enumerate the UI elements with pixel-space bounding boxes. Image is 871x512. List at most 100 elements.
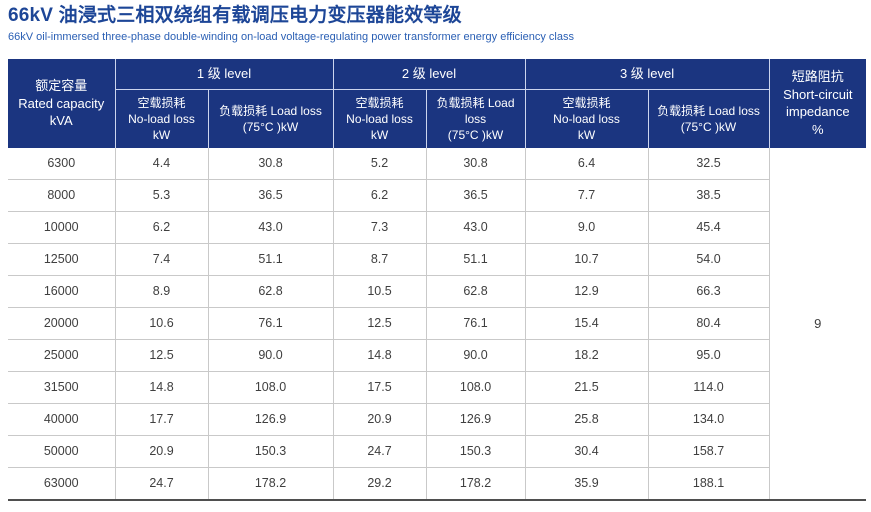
page-subtitle: 66kV oil-immersed three-phase double-win… — [8, 30, 574, 43]
value-cell: 25.8 — [524, 403, 649, 436]
value-cell: 14.8 — [114, 371, 208, 404]
capacity-cell: 10000 — [8, 211, 115, 244]
value-cell: 4.4 — [114, 147, 208, 180]
value-cell: 5.2 — [332, 147, 427, 180]
value-cell: 126.9 — [425, 403, 526, 436]
value-cell: 17.7 — [114, 403, 208, 436]
value-cell: 134.0 — [647, 403, 770, 436]
capacity-cell: 12500 — [8, 243, 115, 276]
efficiency-table: 额定容量 Rated capacity kVA 1 级 level 2 级 le… — [8, 58, 867, 501]
value-cell: 10.5 — [332, 275, 427, 308]
value-cell: 7.3 — [332, 211, 427, 244]
value-cell: 43.0 — [425, 211, 526, 244]
header-l2-load-loss: 负载损耗 Load loss (75°C )kW — [425, 89, 526, 148]
value-cell: 20.9 — [332, 403, 427, 436]
table-row: 6300 4.4 30.8 5.2 30.8 6.4 32.5 9 — [8, 147, 867, 500]
value-cell: 90.0 — [425, 339, 526, 372]
capacity-cell: 31500 — [8, 371, 115, 404]
header-l1-no-load-loss: 空载损耗 No-load loss kW — [114, 89, 208, 148]
capacity-cell: 20000 — [8, 307, 115, 340]
table-row: 16000 8.9 62.8 10.5 62.8 12.9 66.3 — [8, 275, 866, 308]
header-l2-no-load-loss: 空载损耗 No-load loss kW — [332, 89, 427, 148]
table-row: 20000 10.6 76.1 12.5 76.1 15.4 80.4 — [8, 307, 866, 340]
value-cell: 80.4 — [647, 307, 770, 340]
page-title: 66kV 油浸式三相双绕组有载调压电力变压器能效等级 — [8, 5, 462, 26]
table-row: 40000 17.7 126.9 20.9 126.9 25.8 134.0 — [8, 403, 866, 436]
table-row: 50000 20.9 150.3 24.7 150.3 30.4 158.7 — [8, 435, 866, 468]
table-row: 63000 24.7 178.2 29.2 178.2 35.9 188.1 — [8, 467, 866, 501]
capacity-cell: 6300 — [8, 147, 115, 180]
value-cell: 45.4 — [647, 211, 770, 244]
value-cell: 76.1 — [425, 307, 526, 340]
header-l1-load-loss: 负载损耗 Load loss (75°C )kW — [207, 89, 334, 148]
value-cell: 114.0 — [647, 371, 770, 404]
capacity-cell: 40000 — [8, 403, 115, 436]
header-sub-row: 空载损耗 No-load loss kW 负载损耗 Load loss (75°… — [8, 89, 866, 148]
value-cell: 6.2 — [114, 211, 208, 244]
header-level-3: 3 级 level — [524, 58, 770, 90]
value-cell: 51.1 — [207, 243, 334, 276]
table-body: 6300 4.4 30.8 5.2 30.8 6.4 32.5 9 8000 5… — [8, 147, 867, 501]
value-cell: 150.3 — [207, 435, 334, 468]
value-cell: 6.4 — [524, 147, 649, 180]
header-band-row: 额定容量 Rated capacity kVA 1 级 level 2 级 le… — [8, 58, 867, 148]
value-cell: 10.7 — [524, 243, 649, 276]
value-cell: 54.0 — [647, 243, 770, 276]
capacity-cell: 50000 — [8, 435, 115, 468]
value-cell: 30.8 — [425, 147, 526, 180]
value-cell: 188.1 — [647, 467, 770, 501]
value-cell: 32.5 — [647, 147, 770, 180]
value-cell: 8.7 — [332, 243, 427, 276]
value-cell: 12.9 — [524, 275, 649, 308]
value-cell: 12.5 — [332, 307, 427, 340]
page: 66kV 油浸式三相双绕组有载调压电力变压器能效等级 66kV oil-imme… — [8, 5, 867, 501]
value-cell: 24.7 — [332, 435, 427, 468]
value-cell: 8.9 — [114, 275, 208, 308]
value-cell: 7.4 — [114, 243, 208, 276]
table-row: 31500 14.8 108.0 17.5 108.0 21.5 114.0 — [8, 371, 866, 404]
value-cell: 20.9 — [114, 435, 208, 468]
value-cell: 30.4 — [524, 435, 649, 468]
table-row: 25000 12.5 90.0 14.8 90.0 18.2 95.0 — [8, 339, 866, 372]
value-cell: 62.8 — [207, 275, 334, 308]
value-cell: 5.3 — [114, 179, 208, 212]
capacity-cell: 25000 — [8, 339, 115, 372]
value-cell: 43.0 — [207, 211, 334, 244]
value-cell: 6.2 — [332, 179, 427, 212]
table-row: 10000 6.2 43.0 7.3 43.0 9.0 45.4 — [8, 211, 866, 244]
table-row: 8000 5.3 36.5 6.2 36.5 7.7 38.5 — [8, 179, 866, 212]
header-level-2: 2 级 level — [332, 58, 526, 90]
capacity-cell: 8000 — [8, 179, 115, 212]
capacity-cell: 16000 — [8, 275, 115, 308]
value-cell: 35.9 — [524, 467, 649, 501]
value-cell: 51.1 — [425, 243, 526, 276]
value-cell: 14.8 — [332, 339, 427, 372]
value-cell: 36.5 — [207, 179, 334, 212]
value-cell: 178.2 — [207, 467, 334, 501]
value-cell: 24.7 — [114, 467, 208, 501]
value-cell: 38.5 — [647, 179, 770, 212]
header-l3-no-load-loss: 空载损耗 No-load loss kW — [524, 89, 649, 148]
value-cell: 7.7 — [524, 179, 649, 212]
value-cell: 108.0 — [207, 371, 334, 404]
value-cell: 29.2 — [332, 467, 427, 501]
value-cell: 10.6 — [114, 307, 208, 340]
value-cell: 90.0 — [207, 339, 334, 372]
value-cell: 76.1 — [207, 307, 334, 340]
value-cell: 108.0 — [425, 371, 526, 404]
header-l3-load-loss: 负载损耗 Load loss (75°C )kW — [647, 89, 770, 148]
table-header: 额定容量 Rated capacity kVA 1 级 level 2 级 le… — [8, 58, 867, 148]
value-cell: 36.5 — [425, 179, 526, 212]
value-cell: 66.3 — [647, 275, 770, 308]
value-cell: 95.0 — [647, 339, 770, 372]
value-cell: 17.5 — [332, 371, 427, 404]
value-cell: 21.5 — [524, 371, 649, 404]
header-short-circuit-impedance: 短路阻抗 Short-circuit impedance % — [768, 58, 867, 148]
value-cell: 9.0 — [524, 211, 649, 244]
header-rated-capacity: 额定容量 Rated capacity kVA — [8, 58, 115, 148]
table-row: 12500 7.4 51.1 8.7 51.1 10.7 54.0 — [8, 243, 866, 276]
value-cell: 126.9 — [207, 403, 334, 436]
header-level-1: 1 级 level — [114, 58, 334, 90]
impedance-value-cell: 9 — [768, 147, 867, 500]
value-cell: 12.5 — [114, 339, 208, 372]
